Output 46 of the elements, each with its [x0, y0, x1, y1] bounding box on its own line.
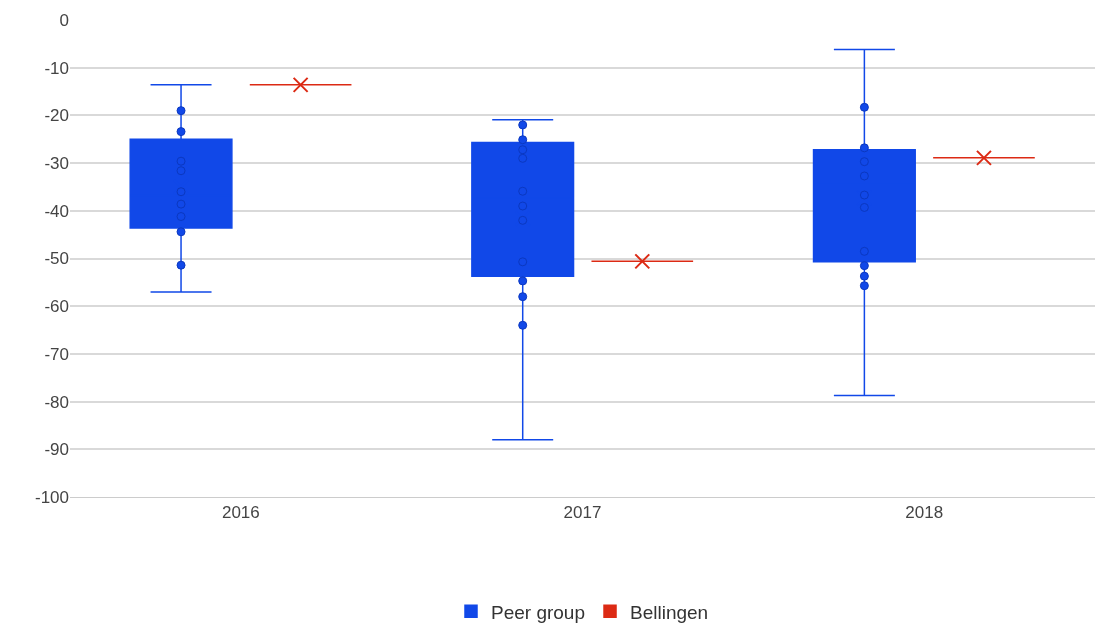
y-tick-label: -60 — [44, 297, 69, 317]
point — [859, 261, 869, 271]
point — [518, 153, 528, 163]
point — [518, 257, 528, 267]
point — [176, 156, 186, 166]
point — [518, 145, 528, 155]
x-tick-label: 2016 — [221, 503, 260, 523]
y-tick-label: -10 — [44, 58, 69, 78]
y-tick-label: -50 — [44, 249, 69, 269]
point — [859, 171, 869, 181]
point — [859, 190, 869, 200]
y-tick-label: -30 — [44, 154, 69, 174]
point — [859, 102, 869, 112]
point — [518, 276, 528, 286]
legend-label: Peer group — [491, 601, 586, 623]
point — [176, 187, 186, 197]
point — [859, 271, 869, 281]
point — [859, 157, 869, 167]
point — [518, 215, 528, 225]
x-tick-label: 2018 — [905, 503, 944, 523]
point — [176, 260, 186, 270]
point — [518, 292, 528, 302]
point — [176, 227, 186, 237]
y-tick-label: -40 — [44, 201, 69, 221]
point — [518, 186, 528, 196]
point — [859, 281, 869, 291]
point — [859, 246, 869, 256]
point — [176, 199, 186, 209]
y-tick-label: -70 — [44, 344, 69, 364]
y-tick-label: -80 — [44, 392, 69, 412]
y-tick-label: -100 — [34, 487, 69, 507]
y-tick-label: -90 — [44, 440, 69, 460]
point — [176, 212, 186, 222]
point — [518, 320, 528, 330]
point — [859, 143, 869, 153]
point — [176, 166, 186, 176]
point — [518, 135, 528, 145]
point — [518, 201, 528, 211]
point — [859, 202, 869, 212]
y-tick-label: 0 — [59, 10, 69, 30]
point — [176, 127, 186, 137]
point — [176, 106, 186, 116]
y-tick-label: -20 — [44, 106, 69, 126]
legend-label: Bellingen — [630, 601, 709, 623]
x-tick-label: 2017 — [563, 503, 602, 523]
point — [518, 120, 528, 130]
